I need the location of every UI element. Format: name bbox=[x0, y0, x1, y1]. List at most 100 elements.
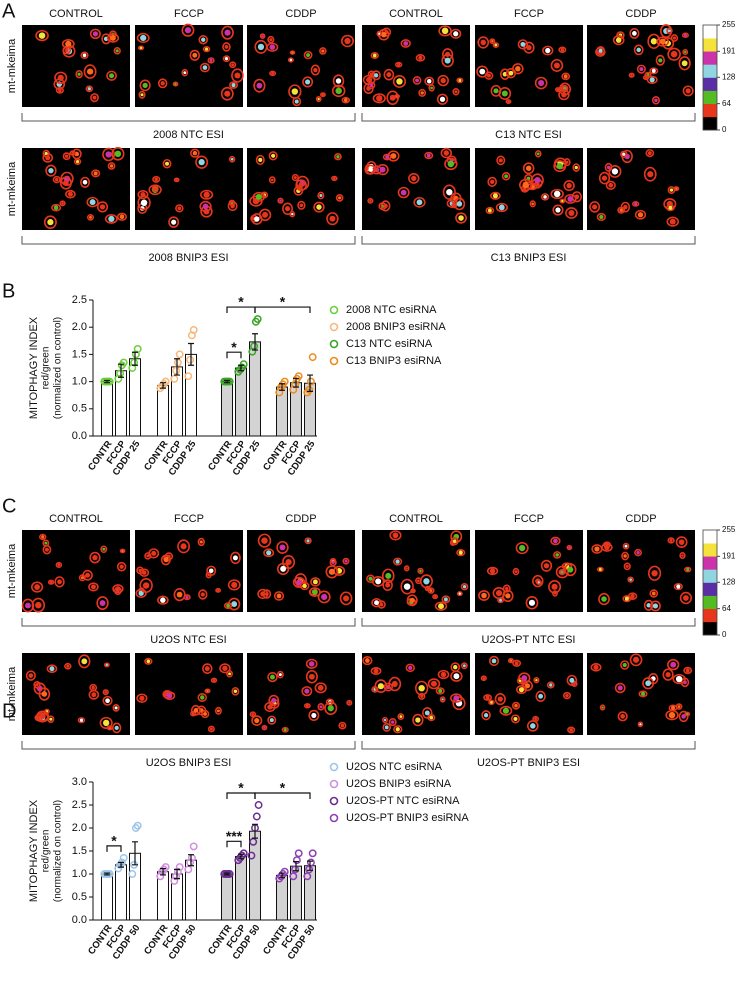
cell-core bbox=[378, 32, 381, 35]
cell-core bbox=[424, 710, 430, 716]
cell bbox=[489, 38, 496, 45]
cell bbox=[111, 147, 125, 161]
cell-core bbox=[485, 695, 490, 700]
error-bar bbox=[188, 854, 194, 867]
cell bbox=[381, 27, 392, 37]
cell bbox=[78, 654, 91, 669]
cell-core bbox=[438, 688, 443, 694]
cell-core bbox=[605, 542, 609, 547]
cell bbox=[220, 86, 234, 101]
cell-core bbox=[77, 72, 81, 76]
cell-core bbox=[637, 212, 644, 218]
group-bracket bbox=[21, 618, 356, 627]
legend-label: C13 NTC esiRNA bbox=[346, 338, 433, 350]
cell bbox=[381, 568, 395, 584]
column-header: FCCP bbox=[514, 513, 544, 525]
cell bbox=[263, 548, 275, 558]
cell-core bbox=[569, 728, 573, 732]
cell bbox=[552, 204, 564, 216]
cell-core bbox=[408, 665, 413, 671]
colorbar-segment bbox=[703, 543, 717, 557]
cell-core bbox=[504, 174, 509, 179]
cell-core bbox=[636, 550, 640, 555]
cell-core bbox=[686, 712, 689, 716]
cell-core bbox=[419, 569, 422, 573]
cell-core bbox=[611, 168, 619, 175]
cell bbox=[383, 68, 395, 81]
cell-core bbox=[154, 177, 159, 182]
cell bbox=[160, 554, 171, 566]
colorbar-segment bbox=[703, 582, 717, 596]
cell-core bbox=[48, 167, 54, 174]
cell bbox=[251, 715, 263, 726]
colorbar-segment bbox=[703, 64, 717, 78]
cell-core bbox=[41, 691, 48, 697]
cell-core bbox=[403, 583, 411, 590]
column-header: CONTROL bbox=[49, 513, 103, 525]
data-point bbox=[294, 849, 303, 858]
column-header: FCCP bbox=[174, 8, 204, 20]
cell bbox=[478, 590, 490, 601]
cell bbox=[96, 201, 109, 213]
cell-core bbox=[574, 165, 578, 170]
cell-core bbox=[321, 93, 325, 96]
cell bbox=[80, 176, 91, 188]
cell-core bbox=[34, 584, 41, 590]
cell bbox=[673, 186, 680, 192]
cell bbox=[137, 45, 145, 51]
cell bbox=[308, 587, 321, 598]
group-bracket bbox=[21, 236, 356, 245]
cell bbox=[371, 70, 381, 81]
cell-image bbox=[362, 25, 470, 107]
cell bbox=[136, 693, 148, 704]
cell-core bbox=[545, 47, 551, 54]
cell-core bbox=[39, 712, 46, 720]
cell bbox=[441, 53, 454, 68]
cell bbox=[617, 206, 626, 214]
cell-core bbox=[82, 53, 87, 58]
cell-core bbox=[622, 152, 626, 156]
cell bbox=[317, 191, 325, 200]
cell bbox=[374, 679, 388, 694]
cell-core bbox=[556, 163, 563, 170]
cell bbox=[339, 591, 353, 606]
colorbar-segment bbox=[703, 608, 717, 623]
cell-core bbox=[271, 697, 277, 703]
cell bbox=[460, 582, 469, 591]
cell bbox=[317, 590, 331, 604]
cell-core bbox=[651, 570, 658, 577]
cell-core bbox=[433, 595, 437, 598]
cell bbox=[382, 153, 392, 161]
cell-core bbox=[640, 691, 646, 696]
cell-core bbox=[418, 55, 423, 61]
cell-core bbox=[551, 583, 558, 590]
cell bbox=[540, 193, 550, 201]
cell-core bbox=[650, 38, 658, 45]
cell bbox=[268, 151, 278, 161]
cell-core bbox=[160, 597, 166, 603]
cell bbox=[405, 663, 415, 673]
cell-core bbox=[198, 159, 205, 166]
data-point bbox=[161, 863, 170, 872]
cell-core bbox=[257, 43, 265, 50]
cell-core bbox=[629, 578, 632, 581]
cell-core bbox=[490, 701, 493, 704]
cell bbox=[523, 41, 535, 54]
cell-image bbox=[587, 530, 695, 612]
cell-core bbox=[487, 208, 492, 213]
cell bbox=[383, 682, 394, 692]
cell-image bbox=[475, 530, 583, 612]
bar bbox=[221, 873, 233, 921]
cell bbox=[450, 693, 463, 703]
cell-core bbox=[567, 566, 574, 573]
cell bbox=[485, 206, 495, 215]
significance-label: * bbox=[238, 780, 244, 796]
cell-core bbox=[294, 99, 299, 104]
cell bbox=[455, 212, 467, 224]
cell-core bbox=[108, 215, 115, 223]
cell bbox=[228, 155, 236, 163]
cell-core bbox=[426, 153, 431, 158]
bar bbox=[249, 341, 261, 437]
cell bbox=[559, 198, 566, 204]
colorbar-segment bbox=[703, 569, 717, 583]
